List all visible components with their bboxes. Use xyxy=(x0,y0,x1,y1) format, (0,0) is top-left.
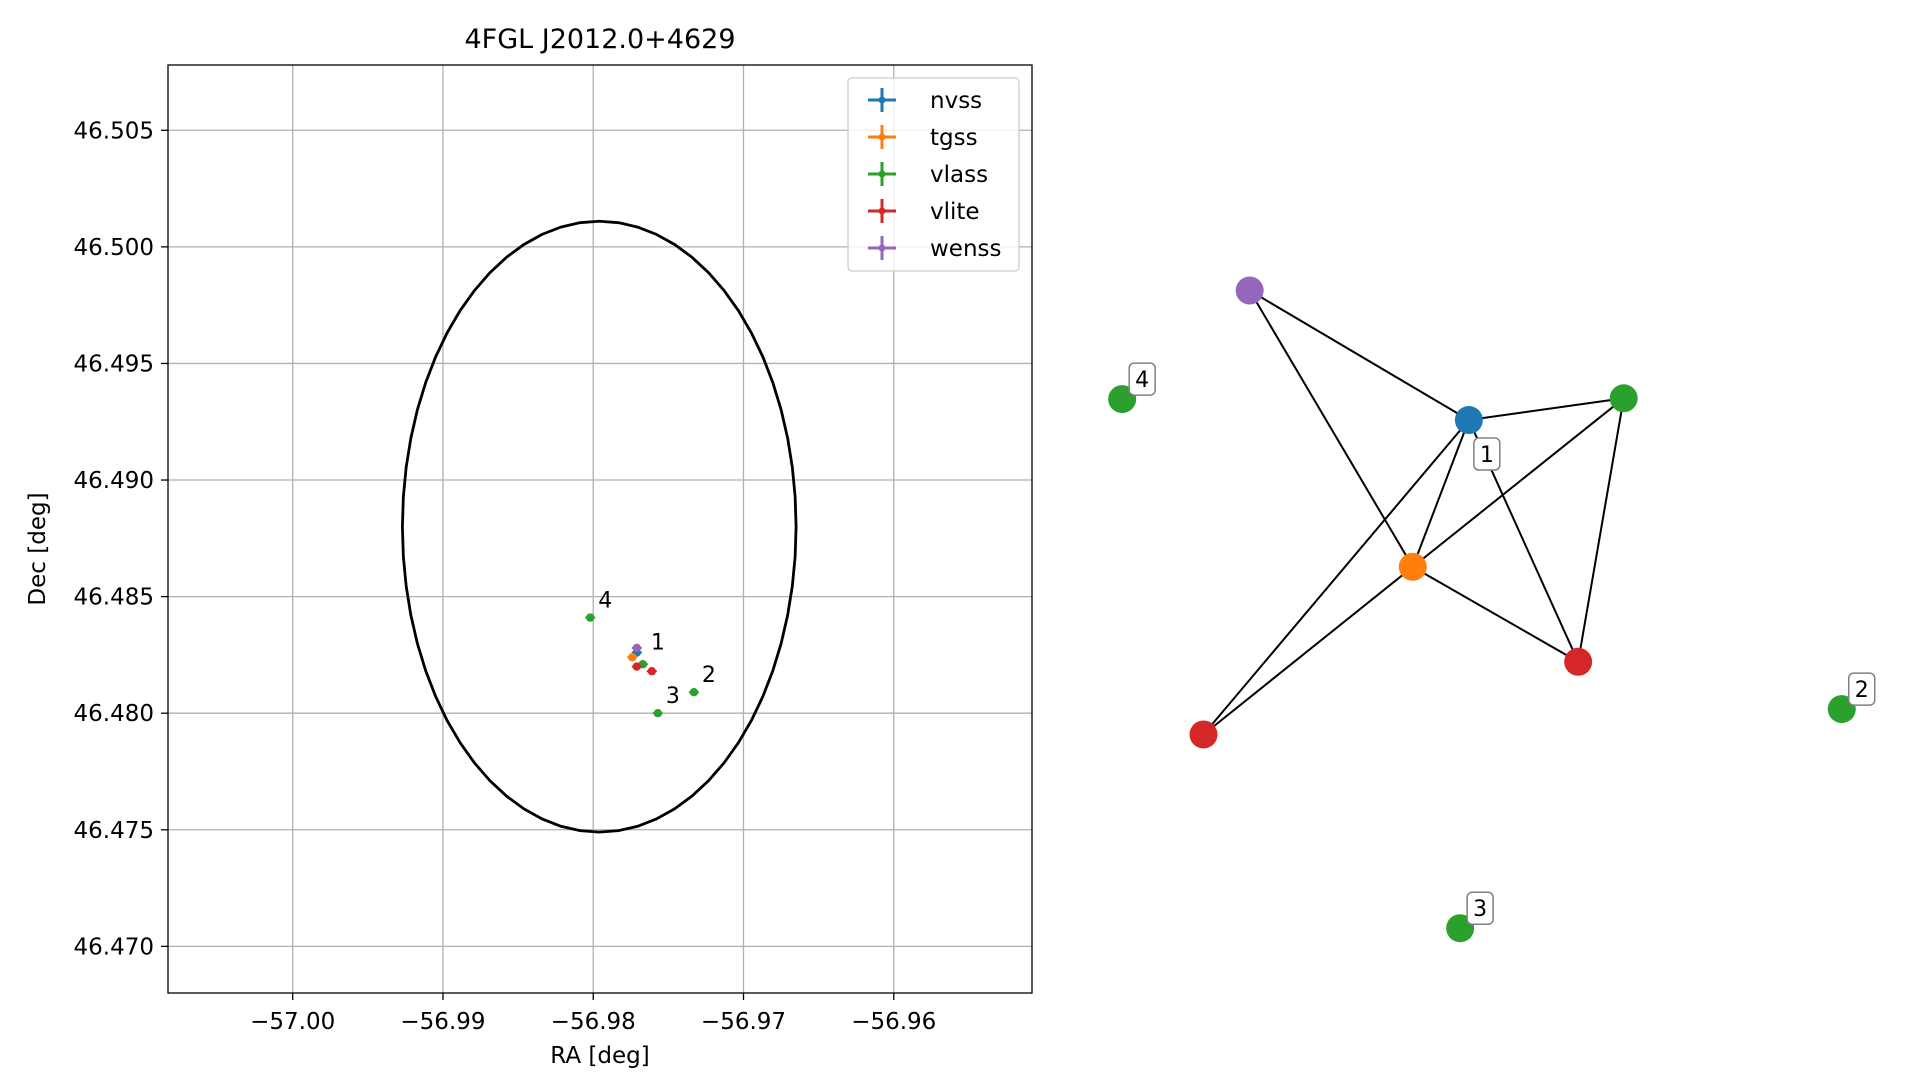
legend-label-wenss: wenss xyxy=(930,236,1002,262)
legend-label-vlass: vlass xyxy=(930,162,988,188)
scatter-panel: 1 23 4 −57.00 −56.99 −56.98 −56.97 −56.96 46.4… xyxy=(25,24,1033,1069)
graph-edge xyxy=(1468,397,1624,422)
graph-label-box xyxy=(1466,891,1494,925)
y-tick-label: 46.475 xyxy=(74,818,154,844)
graph-label-box xyxy=(1128,362,1156,396)
point-vlass xyxy=(586,613,595,622)
graph-edge xyxy=(1411,419,1470,568)
point-vlite xyxy=(632,662,642,671)
legend-marker-nvss xyxy=(878,96,886,104)
y-axis-ticks: 46.470 46.475 46.480 46.485 46.490 46.495 46.5… xyxy=(74,118,168,960)
graph-edge xyxy=(1202,566,1414,736)
error-circle-ring xyxy=(401,219,798,834)
graph-label: 3 xyxy=(1473,897,1487,922)
graph-edge xyxy=(1577,398,1625,662)
y-tick-label: 46.480 xyxy=(74,701,154,727)
legend-marker-vlite xyxy=(878,207,886,215)
y-tick-label: 46.495 xyxy=(74,351,154,377)
graph-label: 4 xyxy=(1135,368,1149,393)
graph-node xyxy=(1564,647,1593,676)
legend-label-vlite: vlite xyxy=(930,199,980,225)
graph-node xyxy=(1235,276,1264,305)
graph-node xyxy=(1398,552,1427,581)
y-tick-label: 46.490 xyxy=(74,468,154,494)
graph-edge xyxy=(1202,419,1470,736)
point-label: 3 xyxy=(666,684,680,709)
legend-label-tgss: tgss xyxy=(930,125,978,151)
graph-label-box xyxy=(1473,437,1501,471)
legend-marker-wenss xyxy=(878,244,886,252)
x-tick-label: −56.96 xyxy=(851,1009,936,1035)
graph-edge xyxy=(1412,565,1579,663)
point-labels: 1 23 4 xyxy=(598,589,716,710)
graph-edges xyxy=(1202,289,1625,736)
point-vlite xyxy=(647,667,657,676)
point-vlass xyxy=(653,709,663,718)
x-tick-label: −57.00 xyxy=(250,1009,335,1035)
graph-edge xyxy=(1248,290,1414,568)
graph-label: 2 xyxy=(1855,678,1869,703)
x-axis-ticks: −57.00 −56.99 −56.98 −56.97 −56.96 xyxy=(250,993,936,1035)
x-tick-label: −56.98 xyxy=(551,1009,636,1035)
graph-node xyxy=(1609,384,1638,413)
point-label: 1 xyxy=(651,631,665,656)
legend-box xyxy=(847,77,1020,272)
point-vlass xyxy=(689,688,699,697)
error-circle xyxy=(401,219,798,834)
graph-edge xyxy=(1412,397,1625,568)
point-wenss xyxy=(632,643,642,653)
data-points xyxy=(585,613,699,718)
y-tick-label: 46.470 xyxy=(74,934,154,960)
graph-edge xyxy=(1249,289,1470,421)
x-tick-label: −56.97 xyxy=(701,1009,786,1035)
point-tgss xyxy=(628,653,637,662)
y-axis-label: Dec [deg] xyxy=(25,492,51,605)
graph-panel: 1 2 3 4 xyxy=(1108,276,1876,943)
legend-marker-tgss xyxy=(878,133,886,141)
y-tick-label: 46.500 xyxy=(74,235,154,261)
graph-label-box xyxy=(1848,672,1876,706)
axes-frame xyxy=(167,64,1033,994)
x-tick-label: −56.99 xyxy=(400,1009,485,1035)
graph-nodes xyxy=(1108,276,1856,943)
y-tick-label: 46.505 xyxy=(74,118,154,144)
legend: nvss tgss vlass vlite wenss xyxy=(847,77,1020,272)
graph-labels: 1 2 3 4 xyxy=(1128,362,1876,925)
graph-node xyxy=(1454,406,1483,435)
legend-marker-vlass xyxy=(878,170,886,178)
x-axis-label: RA [deg] xyxy=(550,1043,649,1069)
y-tick-label: 46.485 xyxy=(74,585,154,611)
graph-node xyxy=(1189,720,1218,749)
point-label: 4 xyxy=(598,589,612,614)
point-label: 2 xyxy=(702,663,716,688)
legend-label-nvss: nvss xyxy=(930,88,982,114)
graph-label: 1 xyxy=(1480,443,1494,468)
chart-title: 4FGL J2012.0+4629 xyxy=(464,24,735,55)
grid-lines xyxy=(168,65,1032,993)
